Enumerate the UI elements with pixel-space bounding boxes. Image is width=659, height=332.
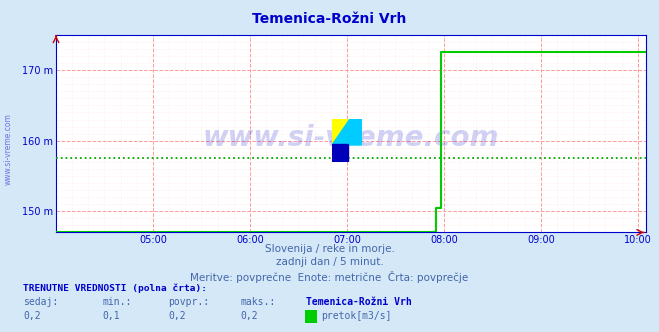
Text: Meritve: povprečne  Enote: metrične  Črta: povprečje: Meritve: povprečne Enote: metrične Črta:… [190, 271, 469, 283]
Text: 0,1: 0,1 [102, 311, 120, 321]
Bar [332, 144, 349, 162]
Polygon shape [332, 119, 350, 145]
Text: zadnji dan / 5 minut.: zadnji dan / 5 minut. [275, 257, 384, 267]
Text: 0,2: 0,2 [241, 311, 258, 321]
Text: sedaj:: sedaj: [23, 297, 58, 307]
Text: www.si-vreme.com: www.si-vreme.com [3, 114, 13, 185]
Text: 0,2: 0,2 [168, 311, 186, 321]
Text: min.:: min.: [102, 297, 132, 307]
Polygon shape [332, 119, 362, 145]
Text: TRENUTNE VREDNOSTI (polna črta):: TRENUTNE VREDNOSTI (polna črta): [23, 284, 207, 293]
Text: Slovenija / reke in morje.: Slovenija / reke in morje. [264, 244, 395, 254]
Text: 0,2: 0,2 [23, 311, 41, 321]
Text: povpr.:: povpr.: [168, 297, 209, 307]
Text: www.si-vreme.com: www.si-vreme.com [203, 124, 499, 152]
Text: Temenica-Rožni Vrh: Temenica-Rožni Vrh [252, 12, 407, 26]
Text: maks.:: maks.: [241, 297, 275, 307]
Text: pretok[m3/s]: pretok[m3/s] [321, 311, 391, 321]
Text: Temenica-Rožni Vrh: Temenica-Rožni Vrh [306, 297, 412, 307]
